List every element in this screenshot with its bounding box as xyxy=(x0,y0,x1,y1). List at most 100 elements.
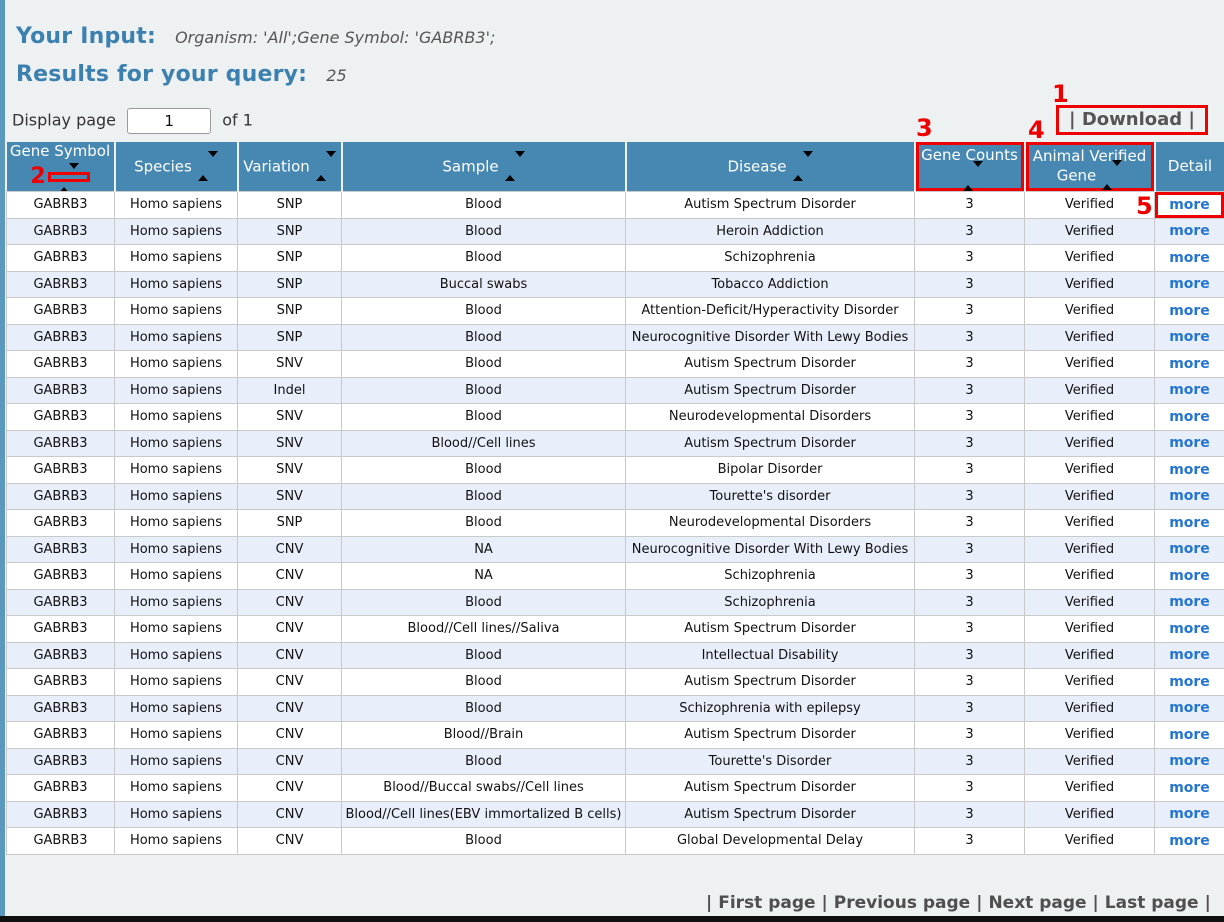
cell-sample: Blood xyxy=(341,297,626,325)
cell-sample: Blood xyxy=(341,403,626,431)
column-header-variation[interactable]: Variation xyxy=(236,142,342,192)
cell-variation: CNV xyxy=(237,588,342,617)
cell-animal-verified-gene: Verified xyxy=(1024,509,1155,537)
more-link[interactable]: more xyxy=(1169,196,1210,213)
column-header-sample[interactable]: Sample xyxy=(340,142,626,192)
cell-animal-verified-gene: Verified xyxy=(1024,323,1155,352)
more-link[interactable]: more xyxy=(1169,223,1210,240)
cell-gene-counts: 3 xyxy=(914,350,1025,378)
column-header-gene-symbol[interactable]: Gene Symbol 2 xyxy=(6,142,115,192)
table-row: GABRB3 Homo sapiens CNV NA Schizophrenia 3 Ver… xyxy=(6,562,1224,590)
cell-gene-counts: 3 xyxy=(914,827,1025,855)
cell-gene-symbol: GABRB3 xyxy=(6,456,115,484)
cell-animal-verified-gene: Verified xyxy=(1024,270,1155,299)
cell-variation: SNV xyxy=(237,403,342,431)
column-header-species[interactable]: Species xyxy=(113,142,238,192)
cell-gene-symbol: GABRB3 xyxy=(6,403,115,431)
cell-gene-counts: 3 xyxy=(914,403,1025,431)
more-link[interactable]: more xyxy=(1169,753,1210,770)
column-label: Gene Symbol xyxy=(9,142,111,160)
more-link[interactable]: more xyxy=(1169,647,1210,664)
last-page-link[interactable]: Last page xyxy=(1104,893,1199,913)
cell-variation: SNP xyxy=(237,323,342,352)
more-link[interactable]: more xyxy=(1169,541,1210,558)
cell-gene-counts: 3 xyxy=(914,482,1025,511)
more-link[interactable]: more xyxy=(1169,276,1210,293)
previous-page-link[interactable]: Previous page xyxy=(833,893,971,913)
cell-disease: Tourette's Disorder xyxy=(625,747,915,776)
more-link[interactable]: more xyxy=(1169,700,1210,717)
table-row: GABRB3 Homo sapiens CNV Blood Global Develop… xyxy=(6,827,1224,855)
more-link[interactable]: more xyxy=(1169,488,1210,505)
cell-disease: Autism Spectrum Disorder xyxy=(625,668,915,696)
cell-sample: Blood xyxy=(341,217,626,246)
annotation-label-1: 1 xyxy=(1052,80,1069,108)
more-link[interactable]: more xyxy=(1169,435,1210,452)
cell-animal-verified-gene: Verified xyxy=(1024,429,1155,458)
more-link[interactable]: more xyxy=(1169,302,1210,319)
cell-detail: more xyxy=(1154,694,1224,723)
cell-detail: more xyxy=(1154,403,1224,431)
cell-gene-symbol: GABRB3 xyxy=(6,429,115,458)
cell-animal-verified-gene: Verified xyxy=(1024,721,1155,749)
cell-gene-symbol: GABRB3 xyxy=(6,482,115,511)
cell-animal-verified-gene: Verified xyxy=(1024,191,1155,219)
column-label: Species xyxy=(134,156,192,175)
cell-detail: more xyxy=(1154,774,1224,802)
cell-animal-verified-gene: Verified xyxy=(1024,244,1155,272)
window-bottom-edge xyxy=(0,916,1224,922)
more-link[interactable]: more xyxy=(1169,408,1210,425)
cell-sample: Blood xyxy=(341,509,626,537)
cell-species: Homo sapiens xyxy=(114,721,238,749)
cell-gene-symbol: GABRB3 xyxy=(6,191,115,219)
more-link[interactable]: more xyxy=(1169,779,1210,796)
cell-sample: Blood//Cell lines xyxy=(341,429,626,458)
download-button[interactable]: | Download | xyxy=(1069,109,1195,130)
cell-species: Homo sapiens xyxy=(114,747,238,776)
cell-detail: more xyxy=(1154,535,1224,564)
cell-sample: Blood xyxy=(341,482,626,511)
cell-variation: CNV xyxy=(237,562,342,590)
cell-animal-verified-gene: Verified xyxy=(1024,350,1155,378)
table-row: GABRB3 Homo sapiens SNP Buccal swabs Tobacco… xyxy=(6,270,1224,299)
cell-species: Homo sapiens xyxy=(114,244,238,272)
first-page-link[interactable]: First page xyxy=(718,893,816,913)
more-link[interactable]: more xyxy=(1169,806,1210,823)
column-header-animal-verified-gene[interactable]: Animal Verified Gene xyxy=(1023,142,1155,192)
table-row: GABRB3 Homo sapiens SNP Blood Schizophrenia 3… xyxy=(6,244,1224,272)
cell-animal-verified-gene: Verified xyxy=(1024,668,1155,696)
table-row: GABRB3 Homo sapiens SNV Blood Bipolar Disord… xyxy=(6,456,1224,484)
table-row: GABRB3 Homo sapiens CNV Blood Schizophrenia 3… xyxy=(6,588,1224,617)
cell-animal-verified-gene: Verified xyxy=(1024,297,1155,325)
table-row: GABRB3 Homo sapiens CNV Blood//Brain Autism … xyxy=(6,721,1224,749)
more-link[interactable]: more xyxy=(1169,832,1210,849)
more-link[interactable]: more xyxy=(1169,726,1210,743)
cell-gene-counts: 3 xyxy=(914,244,1025,272)
cell-disease: Autism Spectrum Disorder xyxy=(625,774,915,802)
cell-disease: Schizophrenia xyxy=(625,562,915,590)
more-link[interactable]: more xyxy=(1169,594,1210,611)
cell-species: Homo sapiens xyxy=(114,482,238,511)
more-link[interactable]: more xyxy=(1169,461,1210,478)
cell-detail: more xyxy=(1154,350,1224,378)
cell-gene-counts: 3 xyxy=(914,191,1025,219)
more-link[interactable]: more xyxy=(1169,673,1210,690)
next-page-link[interactable]: Next page xyxy=(988,893,1087,913)
more-link[interactable]: more xyxy=(1169,567,1210,584)
cell-disease: Intellectual Disability xyxy=(625,641,915,670)
more-link[interactable]: more xyxy=(1169,355,1210,372)
cell-detail: more xyxy=(1154,191,1224,219)
more-link[interactable]: more xyxy=(1169,620,1210,637)
more-link[interactable]: more xyxy=(1169,329,1210,346)
more-link[interactable]: more xyxy=(1169,514,1210,531)
column-header-gene-counts[interactable]: Gene Counts xyxy=(913,142,1025,192)
column-header-disease[interactable]: Disease xyxy=(624,142,915,192)
cell-gene-counts: 3 xyxy=(914,323,1025,352)
display-page-label: Display page xyxy=(12,110,117,130)
page-number-input[interactable] xyxy=(127,108,212,134)
cell-gene-symbol: GABRB3 xyxy=(6,270,115,299)
more-link[interactable]: more xyxy=(1169,249,1210,266)
cell-variation: CNV xyxy=(237,615,342,643)
cell-gene-symbol: GABRB3 xyxy=(6,535,115,564)
more-link[interactable]: more xyxy=(1169,382,1210,399)
